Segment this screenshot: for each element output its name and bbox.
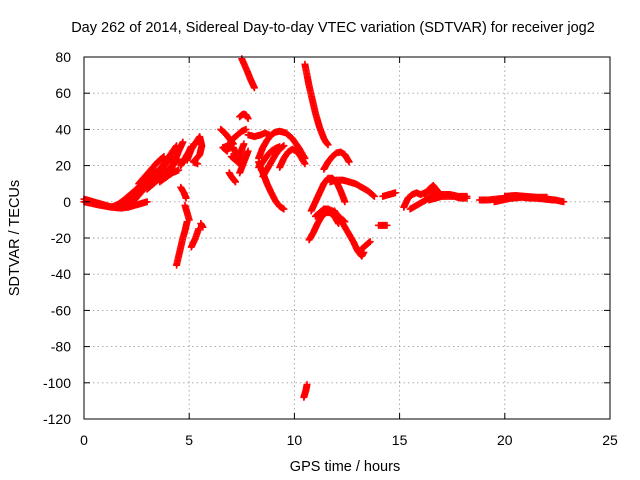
grid: [84, 57, 610, 419]
data-series-s48: [501, 191, 551, 201]
x-tick-label: 15: [392, 432, 408, 448]
data-point: [185, 216, 193, 224]
data-series-s16: [197, 220, 207, 231]
data-point: [366, 238, 374, 246]
data-point: [244, 115, 252, 123]
data-series-s45: [425, 192, 471, 204]
data-point: [244, 147, 252, 155]
y-tick-label: 0: [63, 194, 71, 210]
data-point: [549, 196, 557, 204]
data-series-s18: [217, 125, 250, 155]
data-point: [231, 178, 239, 186]
data-series-s40: [375, 221, 391, 229]
y-tick-label: 20: [55, 158, 71, 174]
data-series-s31: [301, 60, 332, 149]
data-series-s37: [326, 176, 378, 200]
data-series-s17: [183, 133, 206, 168]
data-series-s39: [358, 238, 374, 253]
data-point: [182, 194, 190, 202]
y-tick-label: -100: [43, 375, 71, 391]
x-tick-label: 0: [80, 432, 88, 448]
data-point: [463, 194, 471, 202]
data-point: [370, 192, 378, 200]
data-point: [433, 187, 441, 195]
data-series-s12: [173, 218, 191, 269]
y-tick-label: -40: [51, 266, 71, 282]
data-point: [279, 143, 287, 151]
y-tick-label: -120: [43, 411, 71, 427]
data-series-s24: [238, 55, 258, 92]
data-series-s20: [229, 140, 248, 164]
data-series-s32: [300, 381, 311, 401]
x-tick-label: 5: [185, 432, 193, 448]
data-point: [324, 141, 332, 149]
chart-title: Day 262 of 2014, Sidereal Day-to-day VTE…: [71, 20, 595, 36]
data-point: [345, 158, 353, 166]
axis-ticks: [83, 56, 611, 420]
y-tick-label: 40: [55, 121, 71, 137]
data-point: [242, 125, 250, 133]
data-series-s23: [236, 147, 252, 177]
data-series-s36: [320, 148, 353, 173]
y-tick-label: -20: [51, 230, 71, 246]
data-point: [280, 205, 288, 213]
plot-frame: [83, 56, 611, 420]
data-point: [543, 193, 551, 201]
data-series-s10: [166, 138, 187, 175]
data-series-s6: [130, 153, 176, 204]
data-series-s41: [379, 189, 399, 200]
data-point: [341, 198, 349, 206]
data-point: [250, 84, 258, 92]
data-series-s21: [225, 169, 239, 186]
data-series-s29: [255, 158, 288, 213]
x-tick-label: 25: [602, 432, 618, 448]
data-point: [160, 153, 168, 161]
data-series-s7: [135, 153, 168, 188]
data-series-s22: [236, 110, 252, 123]
y-tick-label: -80: [51, 339, 71, 355]
data-series-layer: [80, 55, 568, 401]
x-tick-label: 20: [497, 432, 513, 448]
data-point: [194, 160, 202, 168]
data-series-s38: [330, 207, 368, 260]
y-tick-labels: -120 -100 -80 -60 -40 -20 0 20 40 60 80: [43, 49, 71, 427]
data-series-s30: [276, 145, 309, 171]
data-point: [301, 160, 309, 168]
data-point: [199, 223, 207, 231]
y-tick-label: 80: [55, 49, 71, 65]
data-point: [159, 153, 167, 161]
y-tick-label: -60: [51, 302, 71, 318]
data-point: [433, 186, 441, 194]
data-series-s25: [244, 129, 273, 141]
data-point: [303, 381, 311, 389]
x-tick-labels: 0 5 10 15 20 25: [80, 432, 618, 448]
data-point: [143, 198, 151, 206]
data-series-s26: [255, 127, 309, 162]
data-point: [369, 191, 377, 199]
data-point: [175, 166, 183, 174]
data-point: [240, 140, 248, 148]
x-tick-label: 10: [287, 432, 303, 448]
data-point: [195, 225, 203, 233]
data-series-s14: [181, 201, 193, 224]
data-point: [365, 239, 373, 247]
data-point: [383, 221, 391, 229]
data-series-s13: [177, 183, 190, 202]
y-tick-label: 60: [55, 85, 71, 101]
data-point: [391, 189, 399, 197]
data-point: [179, 138, 187, 146]
data-series-s15: [187, 225, 203, 251]
x-axis-label: GPS time / hours: [290, 459, 400, 475]
data-point: [560, 198, 568, 206]
data-point: [280, 142, 288, 150]
data-series-s44: [421, 182, 441, 199]
y-axis-label: SDTVAR / TECUs: [7, 180, 23, 296]
